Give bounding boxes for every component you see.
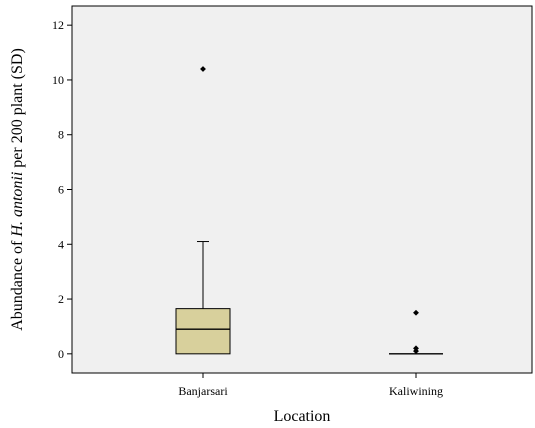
outlier-point bbox=[413, 345, 419, 352]
x-tick-label: Banjarsari bbox=[178, 384, 228, 398]
y-tick-label: 8 bbox=[58, 128, 64, 142]
box-banjarsari bbox=[175, 66, 231, 355]
x-axis: Banjarsari Kaliwining bbox=[178, 373, 443, 398]
y-axis-title-suffix: per 200 plant (SD) bbox=[9, 48, 26, 172]
y-tick-label: 6 bbox=[58, 183, 64, 197]
boxes bbox=[175, 66, 443, 355]
plot-area bbox=[71, 5, 533, 374]
y-tick-label: 4 bbox=[58, 237, 64, 251]
y-axis-title-species: H. antonii bbox=[9, 172, 26, 238]
box-kaliwining bbox=[389, 309, 443, 355]
x-tick-label: Kaliwining bbox=[389, 384, 443, 398]
box-iqr bbox=[175, 308, 231, 355]
y-axis: 0 2 4 6 8 10 12 bbox=[52, 18, 72, 361]
y-tick-label: 10 bbox=[52, 73, 64, 87]
y-tick-label: 12 bbox=[52, 18, 64, 32]
y-tick-label: 0 bbox=[58, 347, 64, 361]
y-axis-title-prefix: Abundance of bbox=[9, 237, 26, 331]
outlier-point bbox=[200, 66, 206, 72]
outlier-point bbox=[413, 309, 419, 316]
y-tick-label: 2 bbox=[58, 292, 64, 306]
x-axis-title: Location bbox=[274, 408, 331, 425]
y-axis-title: Abundance of H. antonii per 200 plant (S… bbox=[9, 48, 26, 331]
